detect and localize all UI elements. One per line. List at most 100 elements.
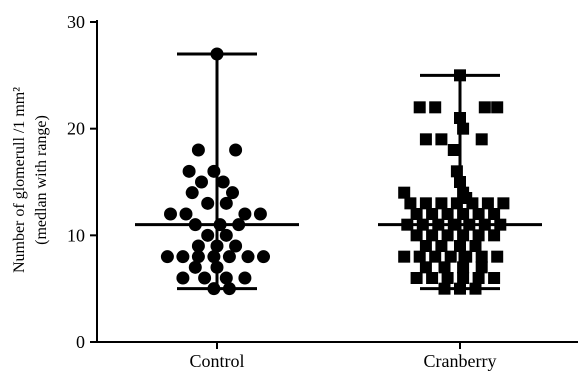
data-point-square	[441, 272, 454, 284]
data-point-circle	[207, 250, 221, 264]
data-point-square	[454, 282, 466, 295]
data-point-square	[401, 218, 414, 231]
data-point-square	[450, 197, 463, 210]
y-tick-label: 20	[67, 119, 85, 139]
data-point-square	[457, 272, 470, 284]
data-point-circle	[195, 175, 208, 189]
data-point-square	[398, 250, 411, 263]
data-point-square	[419, 197, 432, 210]
data-point-square	[450, 165, 463, 178]
data-point-circle	[198, 271, 212, 285]
data-point-circle	[176, 271, 190, 285]
data-point-square	[426, 272, 439, 284]
data-point-square	[497, 197, 510, 210]
data-point-square	[413, 250, 426, 263]
data-point-square	[404, 197, 417, 210]
data-point-square	[413, 101, 426, 114]
data-point-square	[410, 229, 423, 242]
data-point-square	[475, 133, 488, 146]
y-tick-label: 0	[76, 332, 85, 352]
data-point-circle	[241, 250, 255, 264]
data-point-square	[419, 261, 432, 274]
data-point-square	[410, 208, 423, 220]
data-point-square	[478, 218, 491, 231]
data-point-circle	[226, 186, 239, 200]
data-point-square	[416, 218, 429, 231]
data-point-circle	[253, 207, 267, 221]
data-point-circle	[210, 239, 224, 253]
data-point-circle	[219, 271, 233, 285]
data-point-square	[478, 101, 491, 114]
data-point-square	[426, 229, 439, 242]
data-point-circle	[210, 260, 224, 274]
y-tick-label: 10	[67, 225, 85, 245]
data-point-circle	[207, 282, 221, 296]
data-point-square	[429, 250, 442, 263]
data-point-circle	[164, 207, 177, 221]
y-axis-label-line-2: (medlan with range)	[33, 115, 50, 245]
data-point-circle	[222, 250, 236, 264]
data-point-square	[463, 218, 476, 231]
data-point-square	[435, 197, 448, 210]
data-point-circle	[229, 239, 243, 253]
y-tick-label: 30	[67, 12, 85, 32]
data-point-square	[472, 208, 485, 220]
data-point-circle	[210, 47, 224, 61]
data-point-square	[472, 272, 485, 284]
data-point-square	[469, 282, 482, 295]
data-point-square	[475, 261, 488, 274]
data-point-circle	[232, 218, 246, 232]
y-axis-label-line-1: Number of glomerull /1 mm²	[11, 87, 28, 273]
data-point-circle	[207, 164, 221, 178]
data-point-square	[488, 272, 501, 284]
data-point-square	[435, 240, 448, 252]
data-point-square	[491, 250, 504, 263]
data-point-square	[454, 240, 466, 252]
data-point-square	[441, 229, 454, 242]
data-point-square	[438, 282, 451, 295]
data-point-square	[429, 101, 442, 114]
data-point-square	[457, 261, 470, 274]
data-point-circle	[191, 143, 205, 157]
axes: 0 10 20 30 Control Cranberry	[67, 12, 578, 371]
data-point-square	[419, 133, 432, 146]
data-point-circle	[213, 218, 227, 232]
data-point-square	[398, 186, 411, 199]
data-point-circle	[185, 186, 199, 200]
data-point-square	[454, 69, 466, 82]
data-point-circle	[191, 250, 205, 264]
data-point-circle	[257, 250, 270, 264]
data-point-square	[410, 272, 423, 284]
data-point-square	[491, 101, 504, 114]
data-point-circle	[201, 196, 215, 210]
data-point-square	[472, 229, 485, 242]
data-point-square	[419, 240, 432, 252]
data-point-circle	[188, 218, 202, 232]
data-point-square	[441, 208, 454, 220]
data-point-square	[460, 250, 473, 263]
data-point-square	[494, 218, 507, 231]
data-point-square	[432, 218, 445, 231]
data-point-square	[481, 197, 494, 210]
data-point-square	[457, 122, 470, 135]
data-point-circle	[219, 228, 233, 242]
data-point-circle	[176, 250, 190, 264]
data-point-circle	[191, 239, 205, 253]
data-point-square	[469, 240, 482, 252]
data-point-square	[454, 112, 466, 124]
data-point-square	[488, 229, 501, 242]
x-tick-label: Control	[189, 351, 244, 371]
data-point-circle	[216, 175, 230, 189]
data-point-square	[457, 229, 470, 242]
data-point-circle	[222, 282, 236, 296]
data-point-square	[426, 208, 439, 220]
data-point-circle	[188, 260, 202, 274]
data-point-square	[435, 133, 448, 146]
data-point-square	[466, 197, 479, 210]
data-point-square	[447, 218, 460, 231]
data-point-square	[444, 250, 457, 263]
data-point-circle	[238, 271, 252, 285]
data-point-circle	[238, 207, 252, 221]
data-point-circle	[182, 164, 196, 178]
